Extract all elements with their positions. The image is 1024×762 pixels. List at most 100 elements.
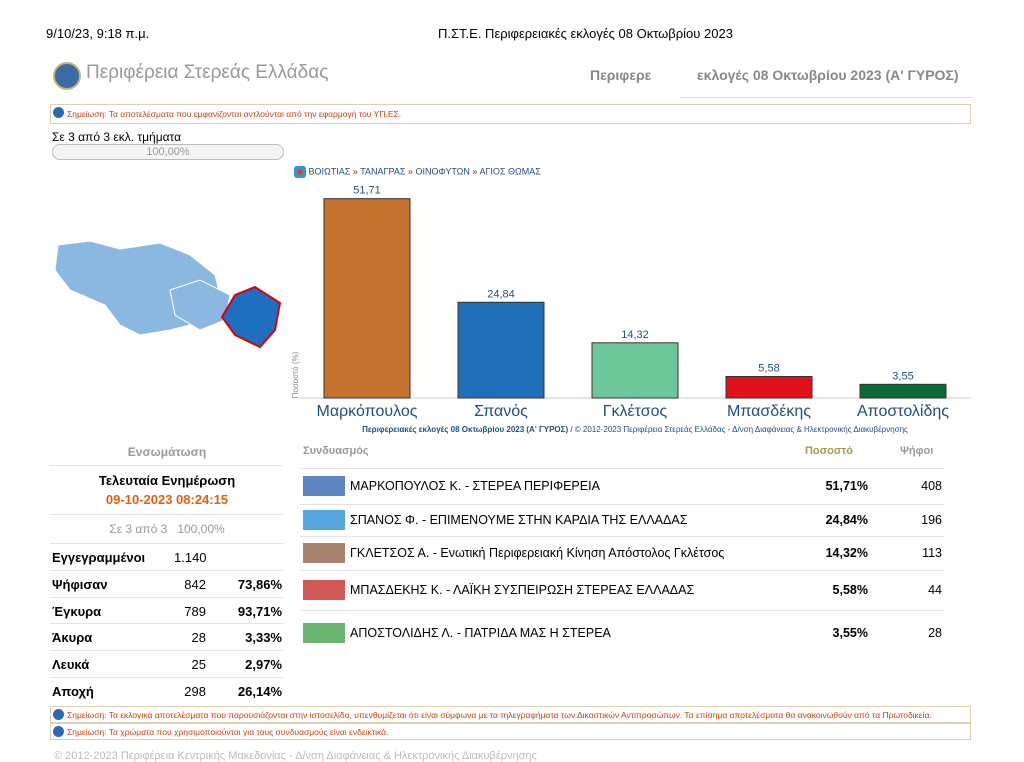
- party-name: ΓΚΛΕΤΣΟΣ Α. - Ενωτική Περιφερειακή Κίνησ…: [350, 546, 725, 560]
- footer: © 2012-2023 Περιφέρεια Κεντρικής Μακεδον…: [54, 750, 537, 762]
- category-label: Σπανός: [474, 403, 528, 420]
- label: Άκυρα: [52, 630, 93, 646]
- map: [54, 240, 282, 349]
- summary-row: Άκυρα 28 3,33%: [50, 623, 284, 650]
- sections-pct: 100,00%: [177, 522, 225, 536]
- label: Έγκυρα: [52, 603, 102, 619]
- value: 298: [184, 684, 206, 699]
- party-name: ΑΠΟΣΤΟΛΙΔΗΣ Λ. - ΠΑΤΡΙΔΑ ΜΑΣ Η ΣΤΕΡΕΑ: [350, 626, 611, 640]
- percent: 26,14%: [237, 684, 282, 699]
- crumb[interactable]: ΟΙΝΟΦΥΤΩΝ: [415, 166, 470, 177]
- crumb[interactable]: ΤΑΝΑΓΡΑΣ: [360, 166, 406, 177]
- summary-row: Έγκυρα 789 93,71%: [50, 596, 284, 624]
- party-name: ΣΠΑΝΟΣ Φ. - ΕΠΙΜΕΝΟΥΜΕ ΣΤΗΝ ΚΑΡΔΙΑ ΤΗΣ Ε…: [350, 513, 688, 527]
- value: 28: [191, 630, 206, 646]
- y-axis-label: Ποσοστό (%): [291, 351, 300, 398]
- bar: [591, 342, 679, 399]
- party-logo: [303, 510, 345, 530]
- sections-text: Σε 3 από 3: [109, 522, 168, 536]
- separator: »: [407, 166, 413, 177]
- icon: [294, 166, 306, 178]
- party-name: ΜΠΑΣΔΕΚΗΣ Κ. - ΛΑΪΚΗ ΣΥΣΠΕΙΡΩΣΗ ΣΤΕΡΕΑΣ …: [350, 583, 695, 597]
- header-cell: Ψήφοι: [900, 445, 934, 457]
- value-label: 51,71: [353, 185, 381, 197]
- nav-item[interactable]: Περιφερε: [590, 67, 652, 83]
- bar: [457, 301, 545, 399]
- percent: 51,71%: [825, 479, 868, 493]
- bar: [323, 198, 411, 399]
- separator: »: [352, 166, 358, 177]
- sections: Σε 3 από 3 100,00%: [50, 514, 284, 543]
- divider: [680, 97, 973, 98]
- votes: 113: [922, 546, 942, 560]
- label: Αποχή: [52, 684, 94, 699]
- label: Εγγεγραμμένοι: [52, 550, 146, 565]
- value: 842: [184, 576, 206, 592]
- progress-text: Σε 3 από 3 εκλ. τμήματα: [52, 130, 182, 144]
- header-cell: Συνδυασμός: [303, 445, 369, 457]
- note-text: Σημείωση: Τα εκλογικά αποτελέσματα που π…: [67, 710, 932, 720]
- crumb[interactable]: ΑΓΙΟΣ ΘΩΜΑΣ: [479, 166, 541, 177]
- value-label: 24,84: [487, 288, 515, 300]
- value-label: 3,55: [892, 370, 913, 382]
- summary-title: Ενσωμάτωση: [127, 445, 207, 459]
- percent: 14,32%: [825, 546, 868, 560]
- percent: 24,84%: [825, 513, 868, 527]
- votes: 196: [921, 513, 942, 527]
- party-name: ΜΑΡΚΟΠΟΥΛΟΣ Κ. - ΣΤΕΡΕΑ ΠΕΡΙΦΕΡΕΙΑ: [350, 479, 600, 493]
- label: Ψήφισαν: [52, 576, 108, 592]
- category-label: Μαρκόπουλος: [317, 403, 418, 420]
- percent: 3,55%: [832, 626, 868, 640]
- value-label: 5,58: [758, 362, 779, 374]
- note: Σημείωση: Τα εκλογικά αποτελέσματα που π…: [50, 706, 971, 723]
- update-label: Τελευταία Ενημέρωση: [98, 473, 236, 488]
- site-title[interactable]: Περιφέρεια Στερεάς Ελλάδας: [86, 62, 329, 83]
- party-logo: [303, 476, 345, 496]
- value: 789: [184, 603, 206, 619]
- logo: [53, 62, 81, 90]
- votes: 28: [928, 626, 942, 640]
- summary-row: Αποχή 298 26,14%: [50, 677, 284, 704]
- votes: 44: [928, 583, 942, 597]
- chart: Ποσοστό (%) Περιφερειακές εκλογές 08 Οκτ…: [291, 185, 970, 434]
- crumb[interactable]: ΒΟΙΩΤΙΑΣ: [308, 166, 351, 177]
- notice: Σημείωση: Τα αποτελέσματα που εμφανίζοντ…: [50, 104, 971, 124]
- category-label: Μπασδέκης: [727, 403, 811, 420]
- election-title: εκλογές 08 Οκτωβρίου 2023 (Α' ΓΥΡΟΣ): [697, 67, 959, 83]
- note-text: Σημείωση: Τα χρώματα που χρησιμοποιούντα…: [67, 727, 389, 737]
- votes: 408: [921, 479, 942, 493]
- summary-row: Εγγεγραμμένοι 1.140: [50, 543, 284, 570]
- update-time: 09-10-2023 08:24:15: [105, 492, 229, 507]
- value-label: 14,32: [621, 329, 649, 341]
- chart-caption: Περιφερειακές εκλογές 08 Οκτωβρίου 2023 …: [362, 425, 908, 434]
- party-logo: [303, 623, 345, 643]
- notice-text: Σημείωση: Τα αποτελέσματα που εμφανίζοντ…: [67, 109, 402, 119]
- summary-row: Λευκά 25 2,97%: [50, 650, 284, 677]
- bar: [725, 375, 813, 399]
- progress-label: 100,00%: [146, 146, 190, 158]
- value: 1.140: [174, 550, 207, 565]
- percent: 73,86%: [237, 576, 282, 592]
- note: Σημείωση: Τα χρώματα που χρησιμοποιούντα…: [50, 723, 971, 740]
- print-date: 9/10/23, 9:18 π.μ.: [46, 26, 150, 41]
- map-region-selected[interactable]: [220, 285, 282, 349]
- print-title: Π.ΣΤ.Ε. Περιφερειακές εκλογές 08 Οκτωβρί…: [438, 26, 733, 41]
- category-label: Αποστολίδης: [857, 403, 949, 420]
- percent: 93,71%: [237, 603, 282, 619]
- result-row: ΣΠΑΝΟΣ Φ. - ΕΠΙΜΕΝΟΥΜΕ ΣΤΗΝ ΚΑΡΔΙΑ ΤΗΣ Ε…: [300, 504, 944, 537]
- header-cell: Ποσοστό: [804, 445, 854, 457]
- party-logo: [303, 580, 345, 600]
- result-row: ΜΑΡΚΟΠΟΥΛΟΣ Κ. - ΣΤΕΡΕΑ ΠΕΡΙΦΕΡΕΙΑ 51,71%…: [300, 468, 944, 505]
- party-logo: [303, 543, 345, 563]
- percent: 3,33%: [245, 630, 282, 646]
- category-label: Γκλέτσος: [603, 403, 668, 420]
- separator: »: [472, 166, 478, 177]
- summary-row: Ψήφισαν 842 73,86%: [50, 569, 284, 597]
- result-row: ΑΠΟΣΤΟΛΙΔΗΣ Λ. - ΠΑΤΡΙΔΑ ΜΑΣ Η ΣΤΕΡΕΑ 3,5…: [300, 610, 944, 657]
- breadcrumb: ΒΟΙΩΤΙΑΣ » ΤΑΝΑΓΡΑΣ » ΟΙΝΟΦΥΤΩΝ » ΑΓΙΟΣ …: [294, 166, 541, 178]
- percent: 5,58%: [832, 583, 868, 597]
- value: 25: [191, 657, 206, 673]
- caption: / © 2012-2023 Περιφέρεια Στερεάς Ελλάδας…: [568, 425, 908, 434]
- percent: 2,97%: [245, 657, 282, 673]
